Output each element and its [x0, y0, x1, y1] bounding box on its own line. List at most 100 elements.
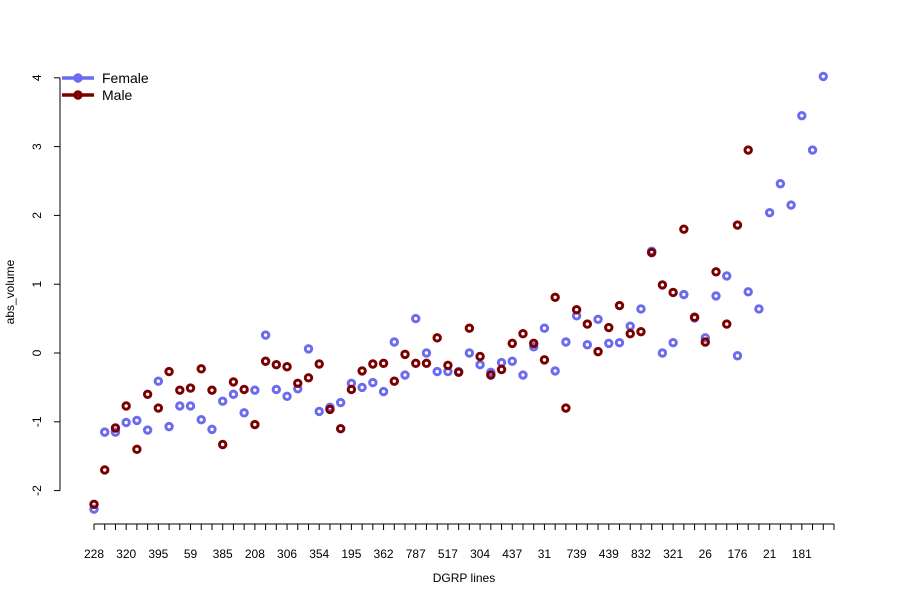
- data-point-male: [185, 383, 196, 393]
- legend-marker: [73, 90, 83, 100]
- data-point-male: [561, 403, 571, 413]
- data-point-male: [400, 349, 410, 360]
- data-point-male: [164, 366, 174, 377]
- data-point-female: [818, 71, 828, 82]
- x-tick-label: 385: [213, 547, 233, 561]
- data-point-male: [142, 389, 153, 399]
- data-point-male: [325, 404, 335, 415]
- data-point-female: [593, 314, 603, 324]
- data-point-male: [625, 329, 635, 339]
- data-point-male: [443, 360, 453, 371]
- data-point-female: [561, 337, 571, 347]
- data-point-female: [228, 389, 239, 399]
- data-point-male: [132, 444, 142, 455]
- data-point-female: [775, 179, 786, 189]
- data-point-male: [282, 362, 292, 372]
- x-tick-label: 320: [116, 547, 136, 561]
- data-point-female: [100, 427, 110, 437]
- data-point-female: [807, 145, 818, 155]
- data-point-female: [582, 340, 593, 350]
- data-point-male: [700, 337, 711, 347]
- data-point-male: [357, 366, 367, 376]
- data-point-female: [421, 348, 432, 358]
- data-point-female: [711, 291, 721, 301]
- data-point-female: [604, 338, 614, 349]
- data-point-female: [475, 359, 485, 370]
- data-point-male: [217, 439, 228, 450]
- y-tick-label: -2: [30, 485, 44, 496]
- data-point-female: [518, 370, 528, 380]
- data-point-female: [743, 287, 753, 297]
- data-point-male: [314, 359, 324, 369]
- data-point-female: [679, 289, 689, 300]
- data-point-female: [185, 401, 196, 411]
- data-point-male: [89, 499, 99, 510]
- series-male: [89, 145, 753, 510]
- y-tick-label: -1: [30, 416, 44, 427]
- data-point-male: [507, 338, 517, 349]
- data-point-female: [239, 408, 249, 418]
- x-tick-label: 787: [406, 547, 426, 561]
- x-tick-label: 739: [567, 547, 587, 561]
- y-tick-label: 4: [30, 74, 44, 81]
- data-point-male: [121, 401, 131, 411]
- data-point-male: [743, 145, 753, 155]
- data-point-female: [164, 421, 174, 432]
- data-point-female: [89, 504, 99, 514]
- legend-label: Female: [102, 70, 149, 86]
- data-point-male: [646, 247, 657, 258]
- data-point-male: [453, 367, 464, 377]
- data-point-female: [507, 356, 517, 366]
- x-tick-label: 228: [84, 547, 104, 561]
- x-tick-label: 59: [184, 547, 198, 561]
- data-point-female: [175, 401, 185, 411]
- data-point-female: [389, 337, 399, 347]
- data-point-female: [142, 425, 153, 435]
- data-point-female: [335, 397, 346, 408]
- data-point-male: [260, 356, 271, 366]
- x-tick-label: 26: [699, 547, 713, 561]
- data-point-male: [432, 333, 442, 343]
- data-point-male: [271, 359, 282, 370]
- x-tick-label: 832: [631, 547, 651, 561]
- y-axis: -2 -1 0 1 2 3 4: [30, 74, 61, 496]
- data-point-male: [196, 364, 206, 374]
- data-point-male: [571, 304, 582, 315]
- x-tick-label: 31: [538, 547, 552, 561]
- data-points: [89, 71, 828, 514]
- y-tick-label: 0: [30, 349, 44, 356]
- x-tick-label: 195: [341, 547, 361, 561]
- x-tick-label: 321: [663, 547, 683, 561]
- x-tick-label: 395: [148, 547, 168, 561]
- data-point-female: [550, 366, 560, 376]
- data-point-male: [722, 319, 732, 329]
- data-point-female: [668, 337, 678, 348]
- data-point-male: [475, 351, 485, 362]
- data-point-female: [400, 370, 410, 380]
- data-point-female: [357, 382, 367, 393]
- x-tick-label: 21: [763, 547, 777, 561]
- data-point-female: [764, 207, 775, 218]
- data-point-female: [797, 110, 807, 121]
- data-point-male: [582, 319, 593, 329]
- data-point-female: [110, 427, 121, 437]
- data-point-male: [711, 267, 721, 277]
- data-point-female: [657, 348, 668, 358]
- data-point-female: [282, 391, 292, 402]
- data-point-male: [378, 358, 389, 369]
- data-point-female: [625, 321, 635, 331]
- data-point-female: [132, 415, 142, 426]
- x-axis-label: DGRP lines: [433, 571, 495, 585]
- data-point-female: [786, 200, 796, 210]
- legend-marker: [73, 73, 83, 83]
- data-point-male: [368, 359, 378, 369]
- data-point-female: [754, 304, 764, 314]
- x-tick-label: 181: [792, 547, 812, 561]
- data-point-male: [346, 384, 357, 395]
- data-point-male: [293, 378, 303, 388]
- data-point-female: [271, 384, 282, 395]
- data-point-male: [689, 312, 700, 322]
- data-point-female: [207, 424, 217, 435]
- data-point-male: [228, 377, 239, 387]
